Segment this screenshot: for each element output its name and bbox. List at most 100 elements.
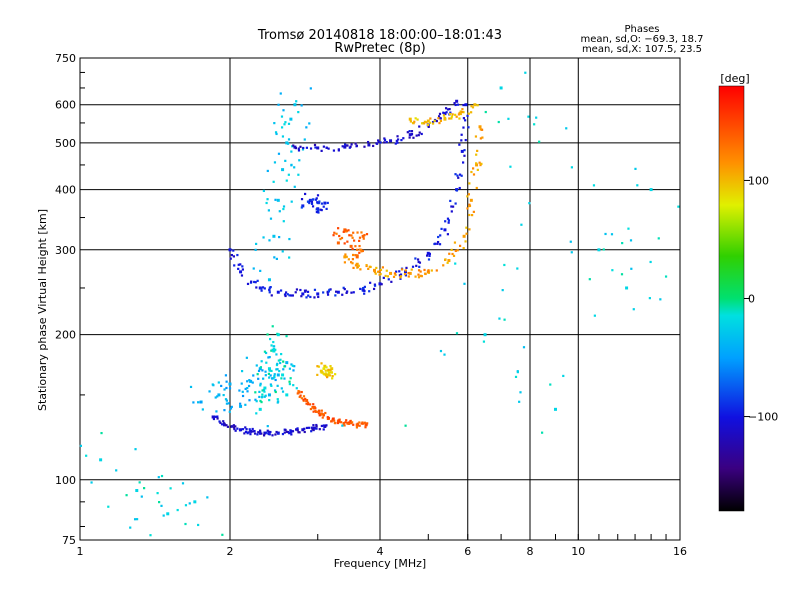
scatter-dot [330, 420, 333, 423]
scatter-dot [322, 145, 325, 148]
scatter-dot [458, 111, 461, 115]
scatter-dot [351, 236, 354, 239]
scatter-dot [254, 391, 257, 394]
scatter-dot [305, 146, 309, 149]
scatter-dot [125, 494, 128, 497]
scatter-dot [290, 294, 293, 297]
scatter-dot [438, 243, 442, 246]
scatter-dot [241, 428, 245, 431]
scatter-dot [217, 381, 220, 384]
stats-line-o: mean, sd,O: −69.3, 18.7 [581, 34, 704, 45]
scatter-dot [254, 398, 257, 401]
scatter-dot [324, 411, 327, 415]
scatter-dot [313, 288, 317, 291]
scatter-dot [292, 144, 295, 147]
scatter-dot [507, 117, 510, 120]
scatter-dot [303, 430, 306, 434]
scatter-dot [274, 131, 278, 134]
scatter-dot [271, 434, 274, 437]
scatter-dot [634, 167, 637, 170]
scatter-dot [305, 126, 308, 129]
scatter-dot [373, 283, 376, 286]
y-tick-label: 100 [55, 474, 76, 487]
scatter-dot [333, 231, 336, 234]
scatter-dot [342, 421, 345, 425]
scatter-dot [416, 118, 419, 121]
scatter-dot [289, 431, 292, 434]
scatter-dot [261, 393, 264, 396]
scatter-dot [462, 161, 465, 164]
data-point [403, 270, 407, 274]
scatter-dot [271, 348, 274, 351]
scatter-dot [403, 272, 407, 276]
scatter-dot [320, 362, 323, 365]
scatter-dot [129, 526, 132, 529]
scatter-dot [514, 375, 518, 379]
scatter-dot [427, 271, 431, 274]
scatter-dot [329, 365, 332, 368]
scatter-dot [444, 258, 447, 261]
scatter-dot [348, 146, 351, 149]
scatter-dot [443, 353, 446, 356]
scatter-dot [276, 384, 279, 387]
scatter-dot [280, 115, 284, 118]
scatter-dot [266, 425, 269, 428]
scatter-dot [319, 208, 322, 211]
scatter-dot [260, 287, 263, 290]
scatter-dot [312, 198, 315, 201]
scatter-dot [467, 112, 470, 115]
scatter-dot [255, 242, 258, 246]
scatter-dot [222, 393, 225, 397]
scatter-dot [533, 123, 536, 126]
data-point [267, 367, 271, 371]
scatter-dot [263, 390, 266, 393]
scatter-dot [570, 251, 573, 254]
data-point [281, 373, 285, 377]
scatter-dot [273, 122, 276, 125]
scatter-dot [215, 410, 218, 413]
scatter-dot [287, 138, 291, 141]
scatter-dot [419, 270, 422, 273]
scatter-dot [410, 130, 414, 133]
scatter-dot [274, 348, 277, 351]
scatter-dot [268, 369, 271, 372]
scatter-dot [288, 380, 291, 383]
scatter-dot [269, 337, 272, 341]
scatter-dot [462, 247, 465, 250]
colorbar-label: [deg] [720, 72, 749, 85]
scatter-dot [461, 108, 464, 111]
scatter-dot [156, 492, 159, 495]
scatter-dot [342, 423, 345, 426]
data-point [649, 188, 653, 192]
scatter-dot [85, 454, 88, 457]
scatter-dot [320, 202, 323, 205]
scatter-dot [344, 228, 347, 232]
data-point [336, 241, 340, 245]
scatter-dot [360, 231, 363, 234]
scatter-dot [296, 429, 299, 432]
scatter-dot [229, 407, 233, 410]
scatter-dot [316, 410, 319, 413]
scatter-dot [303, 192, 307, 196]
scatter-dot [290, 363, 293, 366]
scatter-dot [334, 294, 337, 297]
scatter-dot [216, 415, 219, 418]
scatter-dot [549, 383, 552, 386]
scatter-dot [184, 522, 187, 526]
scatter-dot [399, 276, 402, 279]
scatter-dot [255, 400, 258, 403]
scatter-dot [363, 234, 366, 237]
scatter-dot [304, 397, 307, 400]
chart-subtitle: RwPretec (8p) [334, 41, 425, 56]
scatter-dot [220, 423, 224, 426]
scatter-dot [440, 227, 443, 230]
scatter-dot [311, 428, 314, 431]
scatter-dot [298, 159, 301, 162]
data-point [426, 251, 430, 255]
data-point [625, 286, 629, 290]
scatter-dot [228, 410, 231, 413]
scatter-dot [315, 208, 318, 211]
scatter-dot [456, 249, 459, 252]
scatter-dot [377, 140, 380, 144]
scatter-dot [358, 236, 362, 239]
